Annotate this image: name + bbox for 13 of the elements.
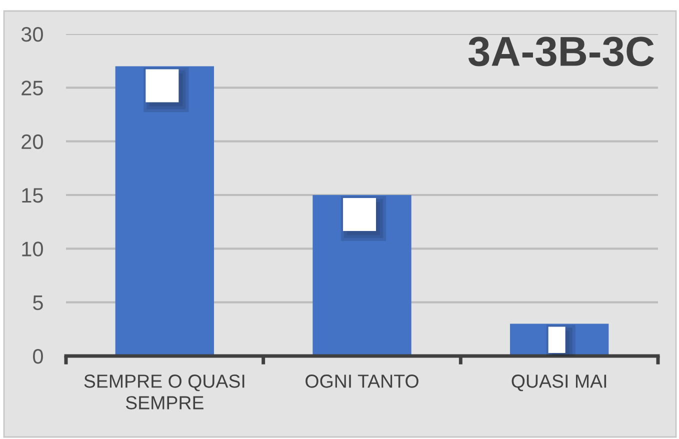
y-tick-label: 20: [22, 134, 43, 150]
y-tick-label: 0: [33, 349, 43, 364]
y-tick-label: 5: [33, 296, 43, 310]
chart-title: 3A-3B-3C: [468, 36, 654, 66]
y-tick-label: 10: [22, 242, 43, 256]
bar: [115, 66, 214, 356]
x-tick-label: QUASI MAI: [512, 374, 606, 392]
x-tick-label: OGNI TANTO: [306, 374, 418, 388]
x-tick-label: SEMPRE O QUASI SEMPRE: [84, 374, 244, 410]
y-tick-label: 15: [22, 188, 43, 203]
bar: [312, 195, 412, 356]
y-tick-label: 25: [22, 80, 43, 96]
y-tick-label: 30: [21, 27, 43, 42]
